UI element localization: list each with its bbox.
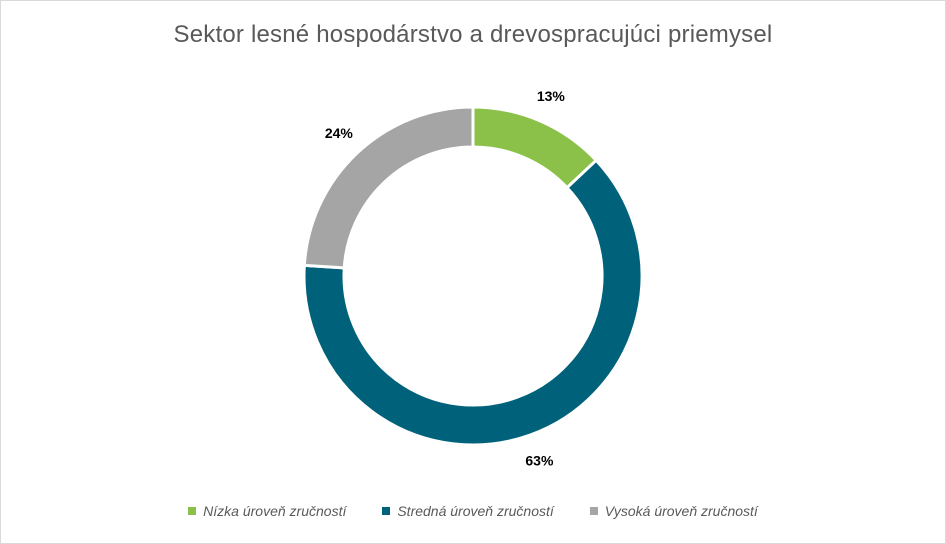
- legend-item-low: Nízka úroveň zručností: [188, 503, 346, 519]
- data-label-medium: 63%: [525, 452, 554, 468]
- legend-item-medium: Stredná úroveň zručností: [382, 503, 554, 519]
- legend-label-medium: Stredná úroveň zručností: [397, 503, 554, 519]
- data-labels: 13% 63% 24%: [325, 88, 566, 468]
- legend-label-low: Nízka úroveň zručností: [203, 503, 347, 519]
- legend-item-high: Vysoká úroveň zručností: [589, 503, 758, 519]
- legend-swatch-low: [188, 507, 197, 515]
- legend: Nízka úroveň zručností Stredná úroveň zr…: [1, 503, 945, 519]
- donut-slice-medium: [302, 158, 644, 447]
- legend-swatch-medium: [382, 507, 391, 515]
- data-label-high: 24%: [325, 125, 354, 141]
- donut-slice-low: [471, 105, 599, 190]
- legend-swatch-high: [589, 507, 598, 515]
- data-label-low: 13%: [537, 88, 566, 104]
- chart-title: Sektor lesné hospodárstvo a drevospracuj…: [173, 21, 773, 48]
- legend-label-high: Vysoká úroveň zručností: [604, 503, 758, 519]
- donut-slices: [302, 105, 644, 447]
- donut-slice-high: [302, 105, 475, 270]
